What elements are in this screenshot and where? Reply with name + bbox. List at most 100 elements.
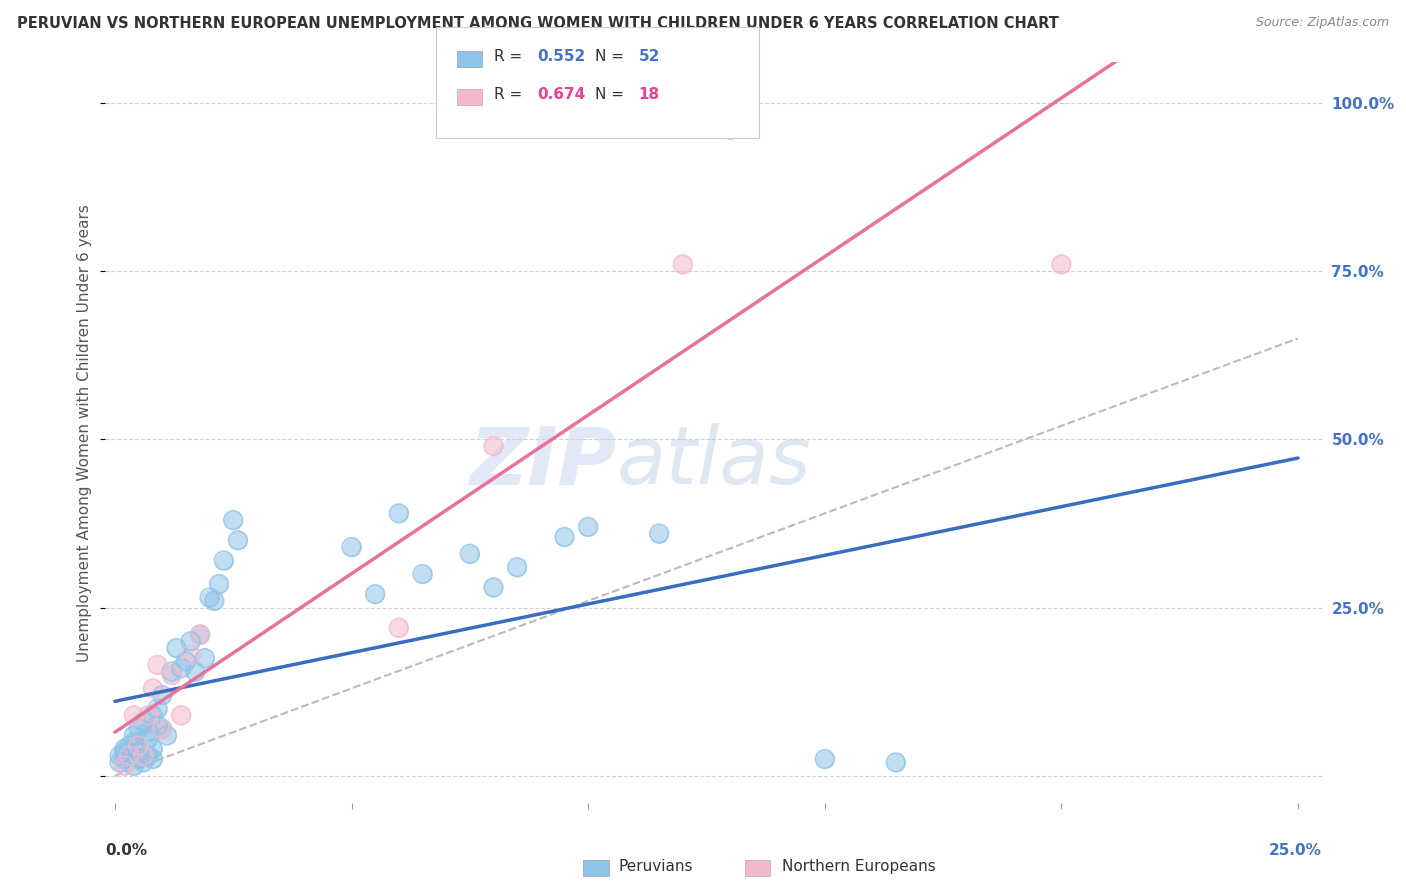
Point <box>412 566 434 581</box>
Text: R =: R = <box>494 49 527 63</box>
Point <box>132 756 155 770</box>
Point <box>142 742 165 756</box>
Point <box>160 665 183 679</box>
Text: Northern Europeans: Northern Europeans <box>782 859 935 873</box>
Point <box>553 530 575 544</box>
Point <box>112 752 135 766</box>
Point <box>814 752 837 766</box>
Text: Peruvians: Peruvians <box>619 859 693 873</box>
Point <box>142 752 165 766</box>
Y-axis label: Unemployment Among Women with Children Under 6 years: Unemployment Among Women with Children U… <box>77 203 93 662</box>
Point <box>122 708 145 723</box>
Point <box>118 748 141 763</box>
Point <box>170 708 193 723</box>
Point <box>1050 257 1073 271</box>
Point <box>482 439 505 453</box>
Point <box>122 735 145 749</box>
Text: Source: ZipAtlas.com: Source: ZipAtlas.com <box>1256 16 1389 29</box>
Point <box>506 560 529 574</box>
Text: R =: R = <box>494 87 527 102</box>
Point <box>132 714 155 729</box>
Point <box>718 122 741 136</box>
Point <box>180 634 202 648</box>
Point <box>112 758 135 772</box>
Point <box>482 581 505 595</box>
Point <box>136 731 159 746</box>
Point <box>136 748 159 763</box>
Point <box>150 722 173 736</box>
Point <box>156 729 179 743</box>
Text: N =: N = <box>595 49 628 63</box>
Point <box>458 547 481 561</box>
Point <box>146 701 169 715</box>
Point <box>506 560 529 574</box>
Point <box>150 722 173 736</box>
Point <box>146 701 169 715</box>
Point <box>156 729 179 743</box>
Point <box>128 739 150 753</box>
Point <box>188 627 211 641</box>
Text: 18: 18 <box>638 87 659 102</box>
Point <box>142 708 165 723</box>
Point <box>174 655 197 669</box>
Point <box>136 725 159 739</box>
Point <box>165 640 187 655</box>
Point <box>576 520 599 534</box>
Point <box>136 725 159 739</box>
Point <box>184 665 207 679</box>
Point <box>198 591 221 605</box>
Point <box>180 634 202 648</box>
Point <box>388 621 411 635</box>
Point <box>136 708 159 723</box>
Point <box>108 748 131 763</box>
Point <box>118 739 141 753</box>
Point <box>128 722 150 736</box>
Point <box>146 657 169 672</box>
Point <box>884 756 907 770</box>
Point <box>108 756 131 770</box>
Point <box>212 553 235 567</box>
Point <box>340 540 363 554</box>
Point <box>194 651 217 665</box>
Point <box>128 722 150 736</box>
Point <box>146 657 169 672</box>
Point <box>388 621 411 635</box>
Point <box>142 708 165 723</box>
Point <box>136 708 159 723</box>
Point <box>482 581 505 595</box>
Point <box>170 708 193 723</box>
Point <box>112 745 135 759</box>
Point <box>160 665 183 679</box>
Point <box>150 688 173 702</box>
Point <box>112 745 135 759</box>
Point <box>112 742 135 756</box>
Point <box>672 257 695 271</box>
Point <box>188 627 211 641</box>
Point <box>132 756 155 770</box>
Text: 52: 52 <box>638 49 659 63</box>
Point <box>180 648 202 662</box>
Point <box>222 513 245 527</box>
Point <box>648 526 671 541</box>
Point <box>180 648 202 662</box>
Text: 0.0%: 0.0% <box>105 843 148 858</box>
Point <box>672 257 695 271</box>
Point <box>118 739 141 753</box>
Point <box>884 756 907 770</box>
Point <box>132 714 155 729</box>
Text: 0.674: 0.674 <box>537 87 585 102</box>
Point <box>174 655 197 669</box>
Point <box>226 533 249 548</box>
Point <box>122 758 145 772</box>
Point <box>165 640 187 655</box>
Point <box>118 748 141 763</box>
Point <box>160 668 183 682</box>
Point <box>142 742 165 756</box>
Point <box>132 748 155 763</box>
Point <box>212 553 235 567</box>
Point <box>814 752 837 766</box>
Point <box>122 758 145 772</box>
Point <box>364 587 387 601</box>
Point <box>226 533 249 548</box>
Point <box>184 665 207 679</box>
